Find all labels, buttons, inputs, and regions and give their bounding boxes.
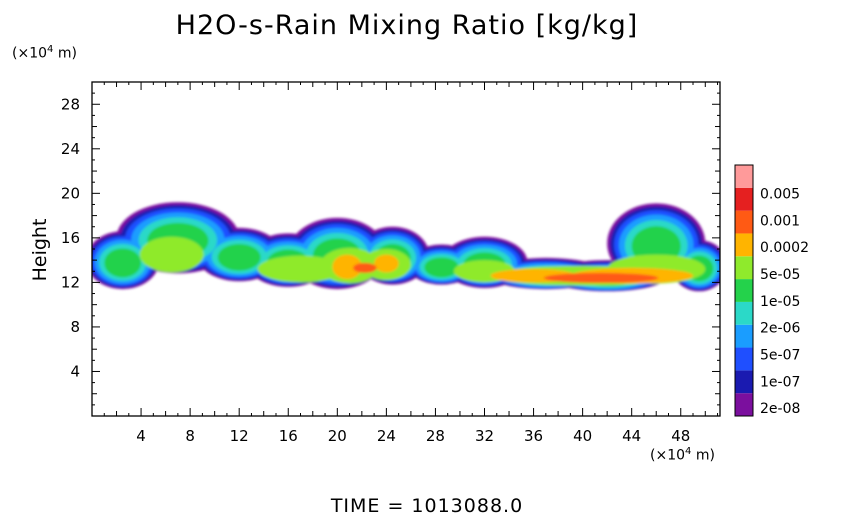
y-unit-suffix: m) [53, 45, 77, 62]
colorbar-swatch [735, 165, 753, 188]
x-unit-exp: 4 [685, 446, 692, 457]
y-tick-label: 28 [61, 95, 80, 113]
x-tick-label: 28 [426, 427, 445, 445]
contour-blob [424, 257, 459, 278]
colorbar-swatch [735, 301, 753, 325]
y-tick-label: 16 [61, 229, 80, 247]
colorbar-label: 1e-05 [760, 294, 800, 310]
colorbar-frame [734, 164, 754, 417]
field-layer [92, 202, 720, 292]
x-axis-unit: (×104 m) [650, 446, 715, 464]
y-unit-prefix: (×10 [12, 45, 48, 62]
x-tick-label: 36 [524, 427, 543, 445]
colorbar-swatch [735, 347, 753, 371]
y-tick-label: 24 [61, 140, 80, 158]
y-axis-unit: (×104 m) [12, 44, 77, 62]
colorbar: 0.005 0.001 0.0002 5e-05 1e-05 2e-06 5e-07 1e-0… [734, 164, 809, 417]
colorbar-swatch [735, 279, 753, 302]
chart-title: H2O-s-Rain Mixing Ratio [kg/kg] [175, 10, 639, 41]
contour-core [353, 262, 377, 273]
colorbar-label: 2e-08 [760, 401, 800, 417]
x-tick-label: 24 [377, 427, 396, 445]
colorbar-swatch [735, 393, 753, 416]
x-tick-label: 40 [573, 427, 592, 445]
colorbar-swatch [735, 324, 753, 348]
contour-blob-yellow [332, 254, 362, 280]
x-unit-prefix: (×10 [650, 447, 686, 464]
colorbar-swatch [735, 233, 753, 257]
x-tick-label: 20 [328, 427, 347, 445]
y-tick-label: 20 [61, 184, 80, 202]
x-tick-label: 48 [671, 427, 690, 445]
colorbar-swatch [735, 187, 753, 211]
x-tick-label: 16 [279, 427, 298, 445]
x-tick-label: 32 [475, 427, 494, 445]
x-tick-label: 12 [230, 427, 249, 445]
colorbar-label: 0.005 [760, 186, 800, 202]
colorbar-swatch [735, 256, 753, 280]
contour-blob-green [139, 236, 204, 273]
contour-blob-yellow [374, 254, 399, 273]
x-unit-suffix: m) [691, 447, 715, 464]
colorbar-label: 5e-07 [760, 347, 800, 363]
contour-core [543, 272, 659, 283]
plot-frame [91, 81, 721, 417]
colorbar-label: 0.0002 [760, 240, 809, 256]
x-tick-label: 4 [136, 427, 146, 445]
colorbar-swatch [735, 370, 753, 394]
field-contours [92, 202, 720, 292]
y-tick-label: 12 [61, 273, 80, 291]
x-tick-label: 8 [185, 427, 195, 445]
contour-blob [104, 248, 142, 278]
colorbar-label: 1e-07 [760, 374, 800, 390]
colorbar-label: 0.001 [760, 213, 800, 229]
y-tick-label: 8 [70, 318, 80, 336]
y-unit-exp: 4 [47, 44, 54, 55]
colorbar-label: 5e-05 [760, 267, 800, 283]
x-tick-label: 44 [622, 427, 641, 445]
contour-blob [217, 243, 261, 271]
time-footer: TIME = 1013088.0 [330, 495, 524, 517]
colorbar-swatch [735, 210, 753, 234]
y-tick-label: 4 [70, 362, 80, 380]
colorbar-label: 2e-06 [760, 321, 800, 337]
